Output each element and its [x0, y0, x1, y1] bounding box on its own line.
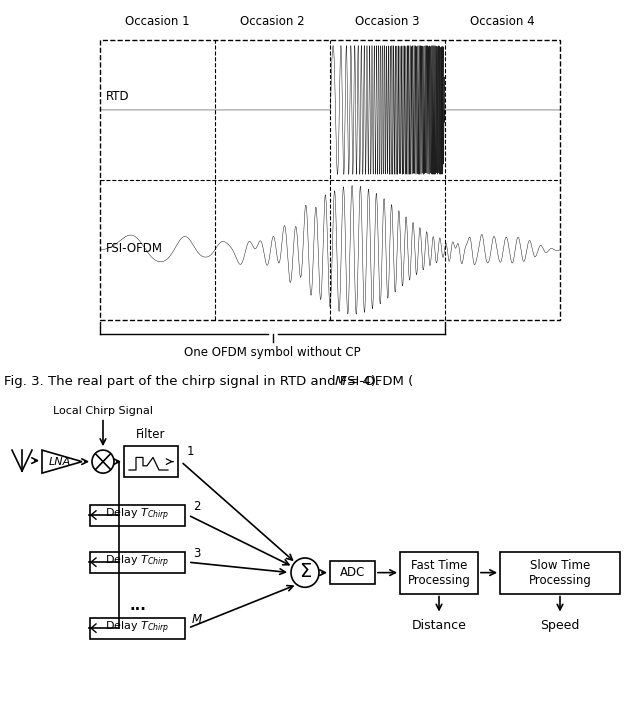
Bar: [330, 561, 375, 584]
Text: Delay $T_{Chirp}$: Delay $T_{Chirp}$: [105, 507, 170, 523]
Text: Occasion 3: Occasion 3: [355, 15, 420, 28]
Text: M: M: [335, 375, 346, 388]
Text: Fast Time
Processing: Fast Time Processing: [408, 558, 470, 587]
Text: Σ: Σ: [299, 562, 311, 581]
Text: Slow Time
Processing: Slow Time Processing: [529, 558, 591, 587]
Text: Distance: Distance: [412, 619, 467, 632]
Text: 2: 2: [193, 500, 201, 513]
Text: FSI-OFDM: FSI-OFDM: [106, 242, 163, 255]
Bar: [400, 552, 478, 593]
Text: ...: ...: [129, 598, 146, 613]
Text: Occasion 1: Occasion 1: [125, 15, 190, 28]
Text: Occasion 2: Occasion 2: [240, 15, 305, 28]
Text: Speed: Speed: [540, 619, 580, 632]
Text: Fig. 3. The real part of the chirp signal in RTD and FSI-OFDM (: Fig. 3. The real part of the chirp signa…: [4, 375, 413, 388]
Text: LNA: LNA: [49, 457, 71, 467]
Text: = 4).: = 4).: [343, 375, 380, 388]
Text: One OFDM symbol without CP: One OFDM symbol without CP: [184, 346, 361, 359]
Text: ADC: ADC: [340, 566, 365, 579]
Bar: [100, 40, 560, 320]
Bar: [90, 552, 185, 573]
Text: M: M: [192, 613, 202, 626]
Bar: [124, 446, 178, 478]
Text: RTD: RTD: [106, 90, 130, 103]
Bar: [90, 618, 185, 638]
Text: 3: 3: [193, 547, 201, 560]
Text: Delay $T_{Chirp}$: Delay $T_{Chirp}$: [105, 554, 170, 570]
Text: Occasion 4: Occasion 4: [470, 15, 535, 28]
Text: Delay $T_{Chirp}$: Delay $T_{Chirp}$: [105, 620, 170, 636]
Text: Filter: Filter: [136, 428, 166, 441]
Bar: [90, 505, 185, 526]
Bar: [500, 552, 620, 593]
Text: Local Chirp Signal: Local Chirp Signal: [53, 406, 153, 416]
Text: 1: 1: [186, 446, 194, 458]
